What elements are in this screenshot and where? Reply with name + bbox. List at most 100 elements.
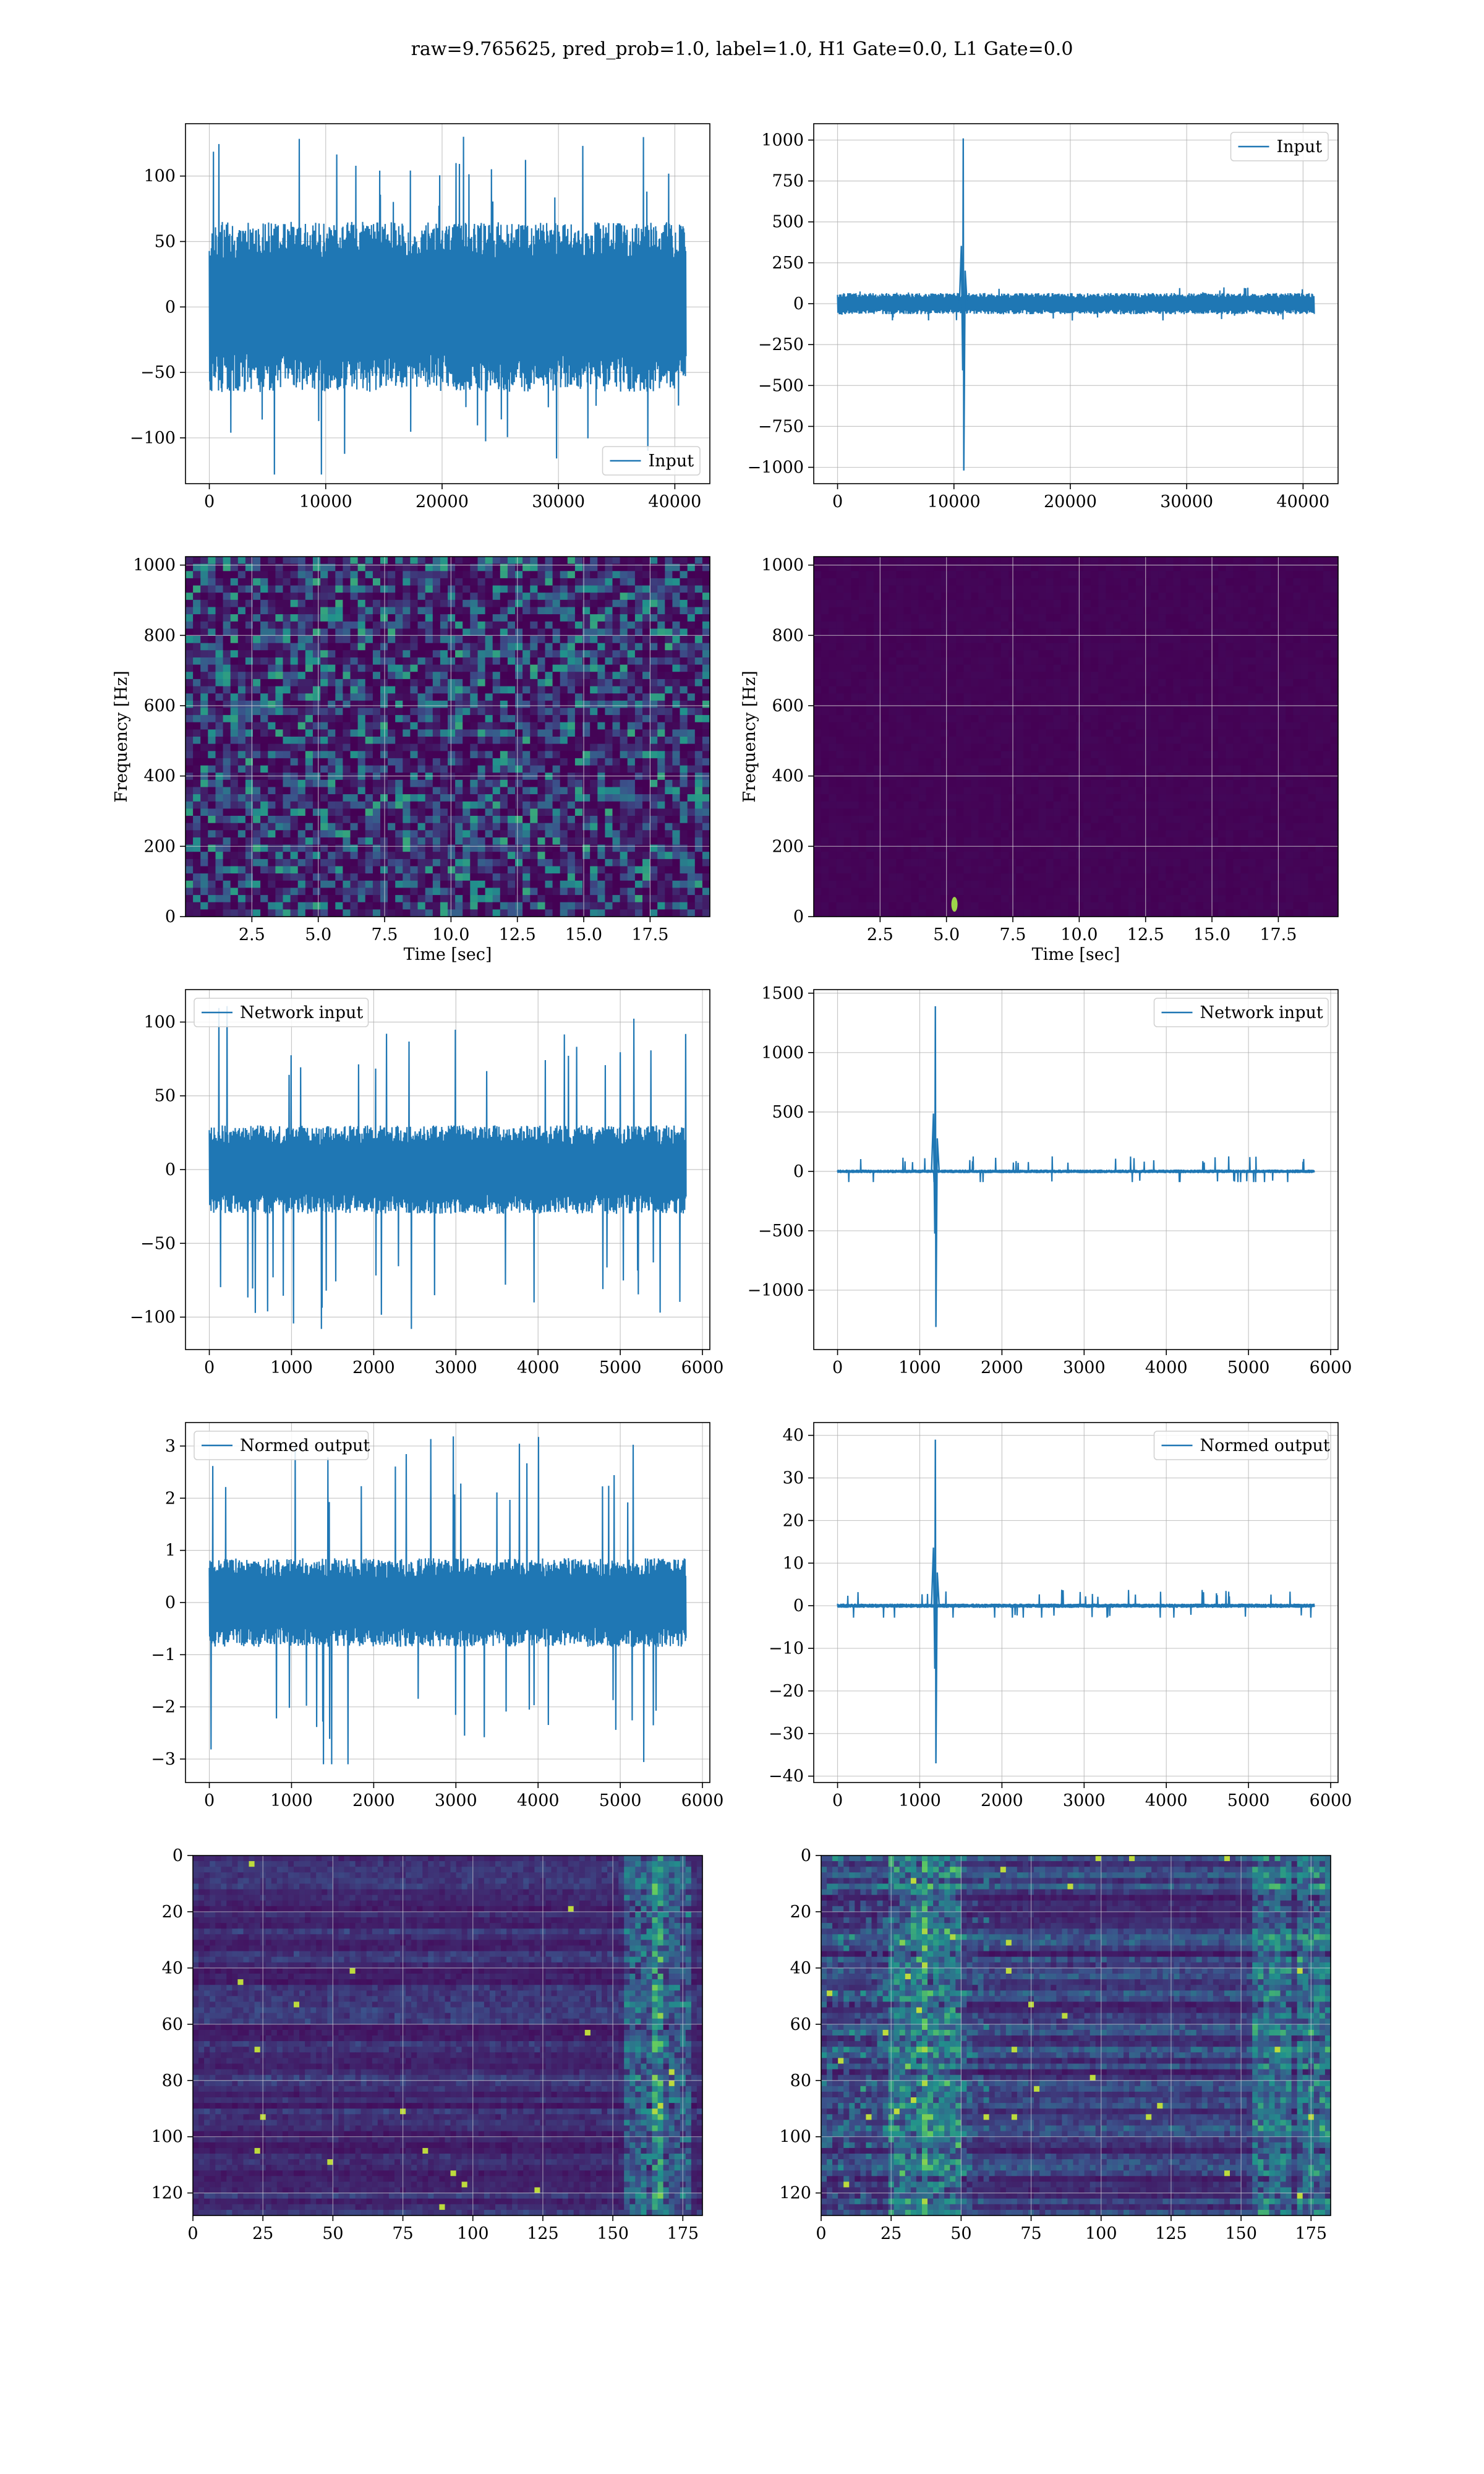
spectrogram-cell [1031,650,1039,657]
spectrogram-cell [283,636,291,643]
spectrogram-cell [941,679,949,687]
spectrogram-cell [515,586,523,593]
spectrogram-cell [440,636,448,643]
spectrogram-cell [1233,607,1241,615]
spectrogram-cell [193,636,201,643]
spectrogram-cell [702,586,710,593]
spectrogram-cell [1009,622,1017,629]
spectrogram-cell [844,578,852,586]
spectrogram-cell [478,830,486,837]
spectrogram-cell [680,729,688,737]
spectrogram-cell [642,751,650,758]
spectrogram-cell [657,557,665,564]
spectrogram-cell [537,808,545,816]
spectrogram-cell [216,909,224,917]
spectrogram-cell [433,902,441,910]
spectrogram-cell [223,909,231,917]
spectrogram-cell [949,600,957,607]
spectrogram-cell [515,693,523,701]
spectrogram-cell [590,737,598,744]
spectrogram-cell [343,852,351,859]
spectrogram-cell [1038,657,1046,665]
spectrogram-cell [508,571,516,578]
spectrogram-cell [702,729,710,737]
spectrogram-cell [216,650,224,657]
spectrogram-cell [351,557,359,564]
spectrogram-cell [335,586,343,593]
spectrogram-cell [515,859,523,867]
spectrogram-cell [335,665,343,672]
spectrogram-cell [605,643,613,651]
spectrogram-cell [934,687,942,694]
spectrogram-cell [590,859,598,867]
spectrogram-cell [186,852,194,859]
spectrogram-cell [200,859,208,867]
spectrogram-cell [231,657,239,665]
spectrogram-cell [208,766,216,773]
spectrogram-cell [343,729,351,737]
spectrogram-cell [403,701,411,708]
spectrogram-cell [1038,643,1046,651]
spectrogram-cell [395,578,403,586]
spectrogram-cell [410,557,418,564]
spectrogram-cell [216,766,224,773]
spectrogram-cell [620,715,628,722]
spectrogram-cell [186,665,194,672]
spectrogram-cell [208,895,216,902]
spectrogram-cell [1061,607,1069,615]
spectrogram-cell [560,693,568,701]
spectrogram-cell [403,607,411,615]
spectrogram-cell [493,830,501,837]
spectrogram-cell [410,593,418,600]
spectrogram-cell [814,650,822,657]
spectrogram-cell [1226,672,1234,679]
spectrogram-cell [1188,687,1196,694]
spectrogram-cell [238,636,246,643]
spectrogram-cell [657,895,665,902]
spectrogram-cell [1076,614,1084,622]
spectrogram-cell [1098,657,1106,665]
spectrogram-cell [1166,600,1174,607]
spectrogram-cell [941,593,949,600]
spectrogram-cell [1031,672,1039,679]
spectrogram-cell [545,578,553,586]
spectrogram-cell [193,715,201,722]
spectrogram-cell [949,657,957,665]
spectrogram-cell [1278,614,1286,622]
spectrogram-cell [680,586,688,593]
spectrogram-cell [702,837,710,845]
spectrogram-cell [688,672,696,679]
spectrogram-cell [1196,672,1204,679]
spectrogram-cell [283,737,291,744]
spectrogram-cell [575,895,583,902]
spectrogram-cell [291,909,299,917]
spectrogram-cell [545,744,553,751]
spectrogram-cell [1271,614,1279,622]
spectrogram-cell [515,808,523,816]
spectrogram-cell [866,643,874,651]
spectrogram-cell [208,701,216,708]
spectrogram-cell [365,571,373,578]
spectrogram-cell [388,657,396,665]
spectrogram-cell [613,758,621,766]
spectrogram-cell [1166,636,1174,643]
spectrogram-cell [1016,586,1024,593]
spectrogram-cell [1136,557,1144,564]
spectrogram-cell [1128,643,1136,651]
spectrogram-cell [200,823,208,831]
x-axis-label: Time [sec] [404,945,492,964]
spectrogram-cell [1136,600,1144,607]
spectrogram-cell [537,672,545,679]
spectrogram-cell [657,715,665,722]
spectrogram-cell [597,751,605,758]
spectrogram-cell [702,600,710,607]
spectrogram-cell [941,557,949,564]
spectrogram-cell [216,816,224,823]
spectrogram-cell [522,578,531,586]
spectrogram-cell [305,708,313,715]
spectrogram-cell [433,859,441,867]
spectrogram-cell [463,873,471,881]
spectrogram-cell [291,859,299,867]
spectrogram-cell [657,687,665,694]
spectrogram-cell [1151,614,1159,622]
